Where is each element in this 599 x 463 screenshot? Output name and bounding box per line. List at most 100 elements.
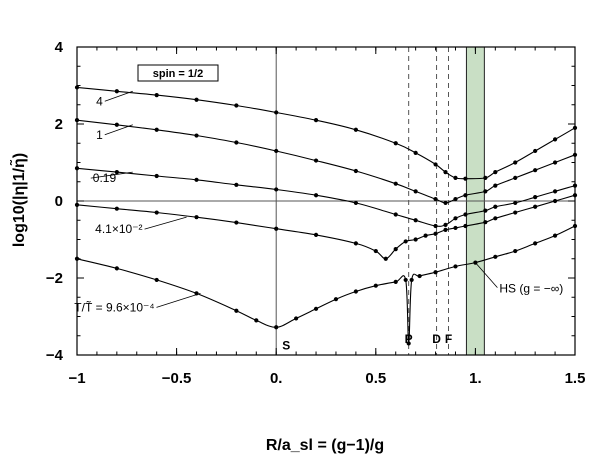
series-point [353,168,358,174]
series-point [393,279,398,284]
x-tick-label: 1.5 [565,370,586,387]
y-tick-label: −2 [46,270,63,287]
series-leader-1 [104,124,133,136]
series-layer [74,85,578,346]
series-point [393,212,398,217]
series-point [274,110,279,115]
series-point [313,306,319,311]
series-label-0: 4 [96,94,103,108]
series-point [413,189,418,194]
series-point [463,193,468,198]
series-point [353,241,358,246]
series-leader-0 [104,90,133,102]
series-point [552,160,558,165]
series-point [433,231,438,236]
series-point [154,277,159,283]
series-point [453,225,458,231]
series-point [313,118,319,123]
x-tick-label: −0.5 [162,370,192,387]
series-point [409,277,414,283]
series-label-1: 1 [96,128,103,142]
series-point [513,248,518,254]
series-point [483,208,488,213]
series-point [274,187,279,192]
x-tick-label: 0.5 [365,370,386,387]
series-point [552,137,558,142]
series-point [154,210,159,215]
series-point [533,204,538,209]
series-point [234,220,239,225]
series-point [443,170,448,175]
series-point [403,277,408,283]
series-point [423,233,428,238]
x-tick-label: 1. [469,370,482,387]
series-point [443,222,448,227]
series-point [234,308,239,313]
series-label-4: T/T̃ = 9.6×10⁻⁴ [74,299,154,314]
tick-layer: −1 −0.5 0. 0.5 1. 1.5 −4 −2 0 2 4 [46,39,586,387]
marker-label-F: F [445,332,452,346]
series-point [483,220,488,225]
series-leader-3 [144,216,187,230]
series-point [114,122,119,127]
series-point [194,97,199,102]
series-point [353,200,358,206]
series-point [433,223,438,229]
series-point [443,227,448,232]
series-point [552,198,558,204]
series-point [483,175,488,180]
annotation-layer: 4 1 0.19 4.1×10⁻² T/T̃ = 9.6×10⁻⁴ P D F S HS (g =… [74,90,563,352]
series-point [413,218,418,223]
hs-leader [475,262,498,288]
series-2 [74,166,578,229]
series-point [373,248,378,254]
series-point [533,148,538,154]
series-point [194,133,199,138]
series-point [413,237,418,242]
series-point [552,189,558,194]
series-point [393,181,398,186]
series-label-2: 0.19 [93,171,117,185]
series-point [333,297,339,302]
series-point [453,216,458,221]
series-point [393,141,398,146]
series-point [353,127,358,132]
series-point [493,254,498,259]
y-tick-label: −4 [46,347,64,364]
series-point [533,241,538,246]
series-point [234,182,239,187]
y-tick-label: 4 [55,39,64,56]
series-point [274,226,279,231]
series-label-3: 4.1×10⁻² [95,222,142,236]
series-point [493,170,498,175]
series-point [406,341,411,346]
x-axis-label: R/a_sl = (g−1)/g [266,437,384,454]
series-point [453,196,458,202]
y-axis-label: log10(|η|1/η̃) [8,153,28,247]
series-point [313,158,319,163]
series-point [274,325,279,330]
series-point [194,215,199,220]
series-point [154,93,159,98]
series-point [154,127,159,132]
reference-lines [77,47,575,355]
marker-label-HS: HS (g = −∞) [499,282,563,296]
series-point [443,200,448,206]
series-point [274,148,279,154]
series-point [513,160,518,165]
series-point [353,289,358,294]
series-point [294,316,299,321]
series-point [493,183,498,188]
series-point [114,89,119,94]
y-tick-label: 0 [55,193,63,210]
series-point [413,150,418,155]
series-point [254,318,259,323]
series-point [552,233,558,238]
series-point [483,189,488,194]
spin-legend: spin = 1/2 [137,64,219,82]
series-point [533,168,538,173]
series-point [513,200,518,206]
series-point [234,140,239,145]
series-point [433,196,438,202]
series-point [493,204,498,209]
